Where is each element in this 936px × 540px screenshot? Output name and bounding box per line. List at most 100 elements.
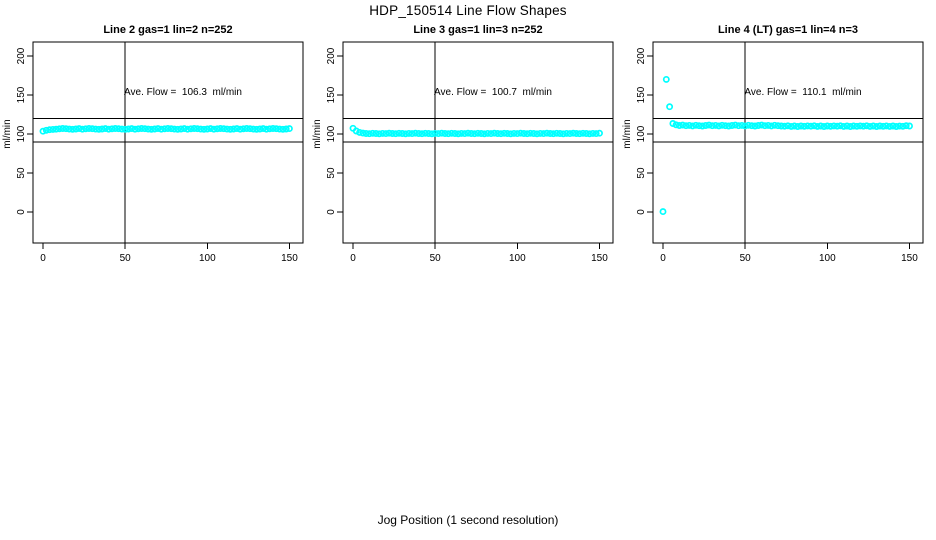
data-point — [474, 129, 482, 137]
data-point — [817, 122, 825, 130]
data-point — [272, 125, 280, 133]
data-point — [382, 130, 390, 138]
data-point — [82, 125, 90, 133]
data-point — [170, 125, 178, 133]
data-point — [487, 130, 495, 138]
data-point — [853, 122, 861, 130]
y-tick-label: 150 — [326, 86, 337, 103]
data-point — [520, 130, 528, 137]
data-point — [866, 122, 874, 130]
data-point — [65, 125, 73, 133]
y-tick-label: 150 — [16, 86, 27, 103]
y-tick-label: 0 — [636, 209, 647, 215]
data-point — [827, 122, 835, 130]
data-point — [702, 122, 710, 129]
data-point — [259, 125, 267, 133]
data-point — [411, 129, 419, 137]
data-point — [154, 125, 162, 133]
data-points — [349, 124, 603, 138]
data-point — [262, 125, 270, 133]
data-point — [563, 129, 571, 137]
data-point — [421, 129, 429, 137]
data-point — [728, 122, 736, 129]
data-point — [388, 130, 396, 137]
data-point — [471, 130, 479, 138]
data-point — [761, 122, 769, 130]
data-point — [731, 121, 739, 129]
data-point — [200, 125, 208, 133]
data-point — [477, 130, 485, 137]
data-point — [375, 130, 383, 138]
data-point — [428, 130, 436, 138]
data-point — [833, 122, 841, 130]
data-point — [233, 125, 241, 133]
data-point — [787, 122, 795, 130]
data-point — [869, 122, 877, 130]
data-points — [659, 75, 913, 216]
data-point — [392, 130, 400, 138]
y-axis-label: ml/min — [2, 119, 13, 149]
data-point — [695, 122, 703, 130]
data-point — [807, 122, 815, 130]
x-tick-label: 100 — [819, 253, 836, 264]
data-point — [758, 121, 766, 129]
panel-3-ave-flow-annotation: Ave. Flow = 110.1 ml/min — [744, 87, 862, 98]
data-point — [223, 125, 231, 133]
data-point — [685, 121, 693, 129]
data-point — [500, 129, 508, 137]
data-point — [124, 125, 132, 133]
data-point — [369, 129, 377, 137]
data-point — [669, 120, 677, 127]
data-point — [451, 130, 459, 137]
data-point — [767, 122, 775, 130]
data-point — [735, 122, 743, 130]
data-point — [856, 122, 864, 130]
data-point — [362, 130, 370, 137]
data-point — [285, 125, 293, 133]
y-tick-label: 100 — [16, 125, 27, 142]
data-point — [269, 125, 277, 132]
data-point — [121, 125, 129, 133]
data-point — [157, 125, 165, 133]
y-axis-label: ml/min — [312, 119, 323, 149]
x-tick-label: 100 — [509, 253, 526, 264]
data-point — [236, 125, 244, 133]
data-point — [226, 125, 234, 133]
data-point — [899, 122, 907, 130]
data-point — [800, 122, 808, 130]
data-point — [418, 130, 426, 138]
data-point — [659, 208, 667, 216]
data-point — [781, 122, 789, 130]
y-tick-label: 50 — [16, 167, 27, 179]
data-point — [59, 125, 67, 132]
x-tick-label: 150 — [591, 253, 608, 264]
data-point — [576, 130, 584, 138]
data-point — [820, 123, 828, 130]
data-point — [526, 129, 534, 137]
data-point — [395, 129, 403, 137]
data-point — [497, 130, 505, 138]
data-point — [559, 130, 567, 138]
data-point — [507, 130, 515, 138]
data-point — [480, 130, 488, 138]
data-point — [823, 122, 831, 130]
data-point — [187, 125, 195, 133]
data-point — [167, 125, 175, 133]
data-point — [85, 125, 93, 132]
y-tick-label: 200 — [326, 47, 337, 64]
data-point — [705, 121, 713, 129]
panel-1-title: Line 2 gas=1 lin=2 n=252 — [103, 24, 233, 36]
data-point — [889, 122, 897, 130]
data-point — [415, 130, 423, 137]
data-point — [161, 125, 169, 133]
panel-2-ave-flow-annotation: Ave. Flow = 100.7 ml/min — [434, 87, 552, 98]
data-point — [490, 129, 498, 137]
data-point — [385, 129, 393, 137]
plot-box — [342, 41, 614, 244]
data-point — [365, 130, 373, 138]
data-point — [859, 122, 867, 130]
data-point — [797, 122, 805, 130]
data-point — [863, 122, 871, 130]
data-point — [882, 122, 890, 130]
data-point — [111, 125, 119, 132]
